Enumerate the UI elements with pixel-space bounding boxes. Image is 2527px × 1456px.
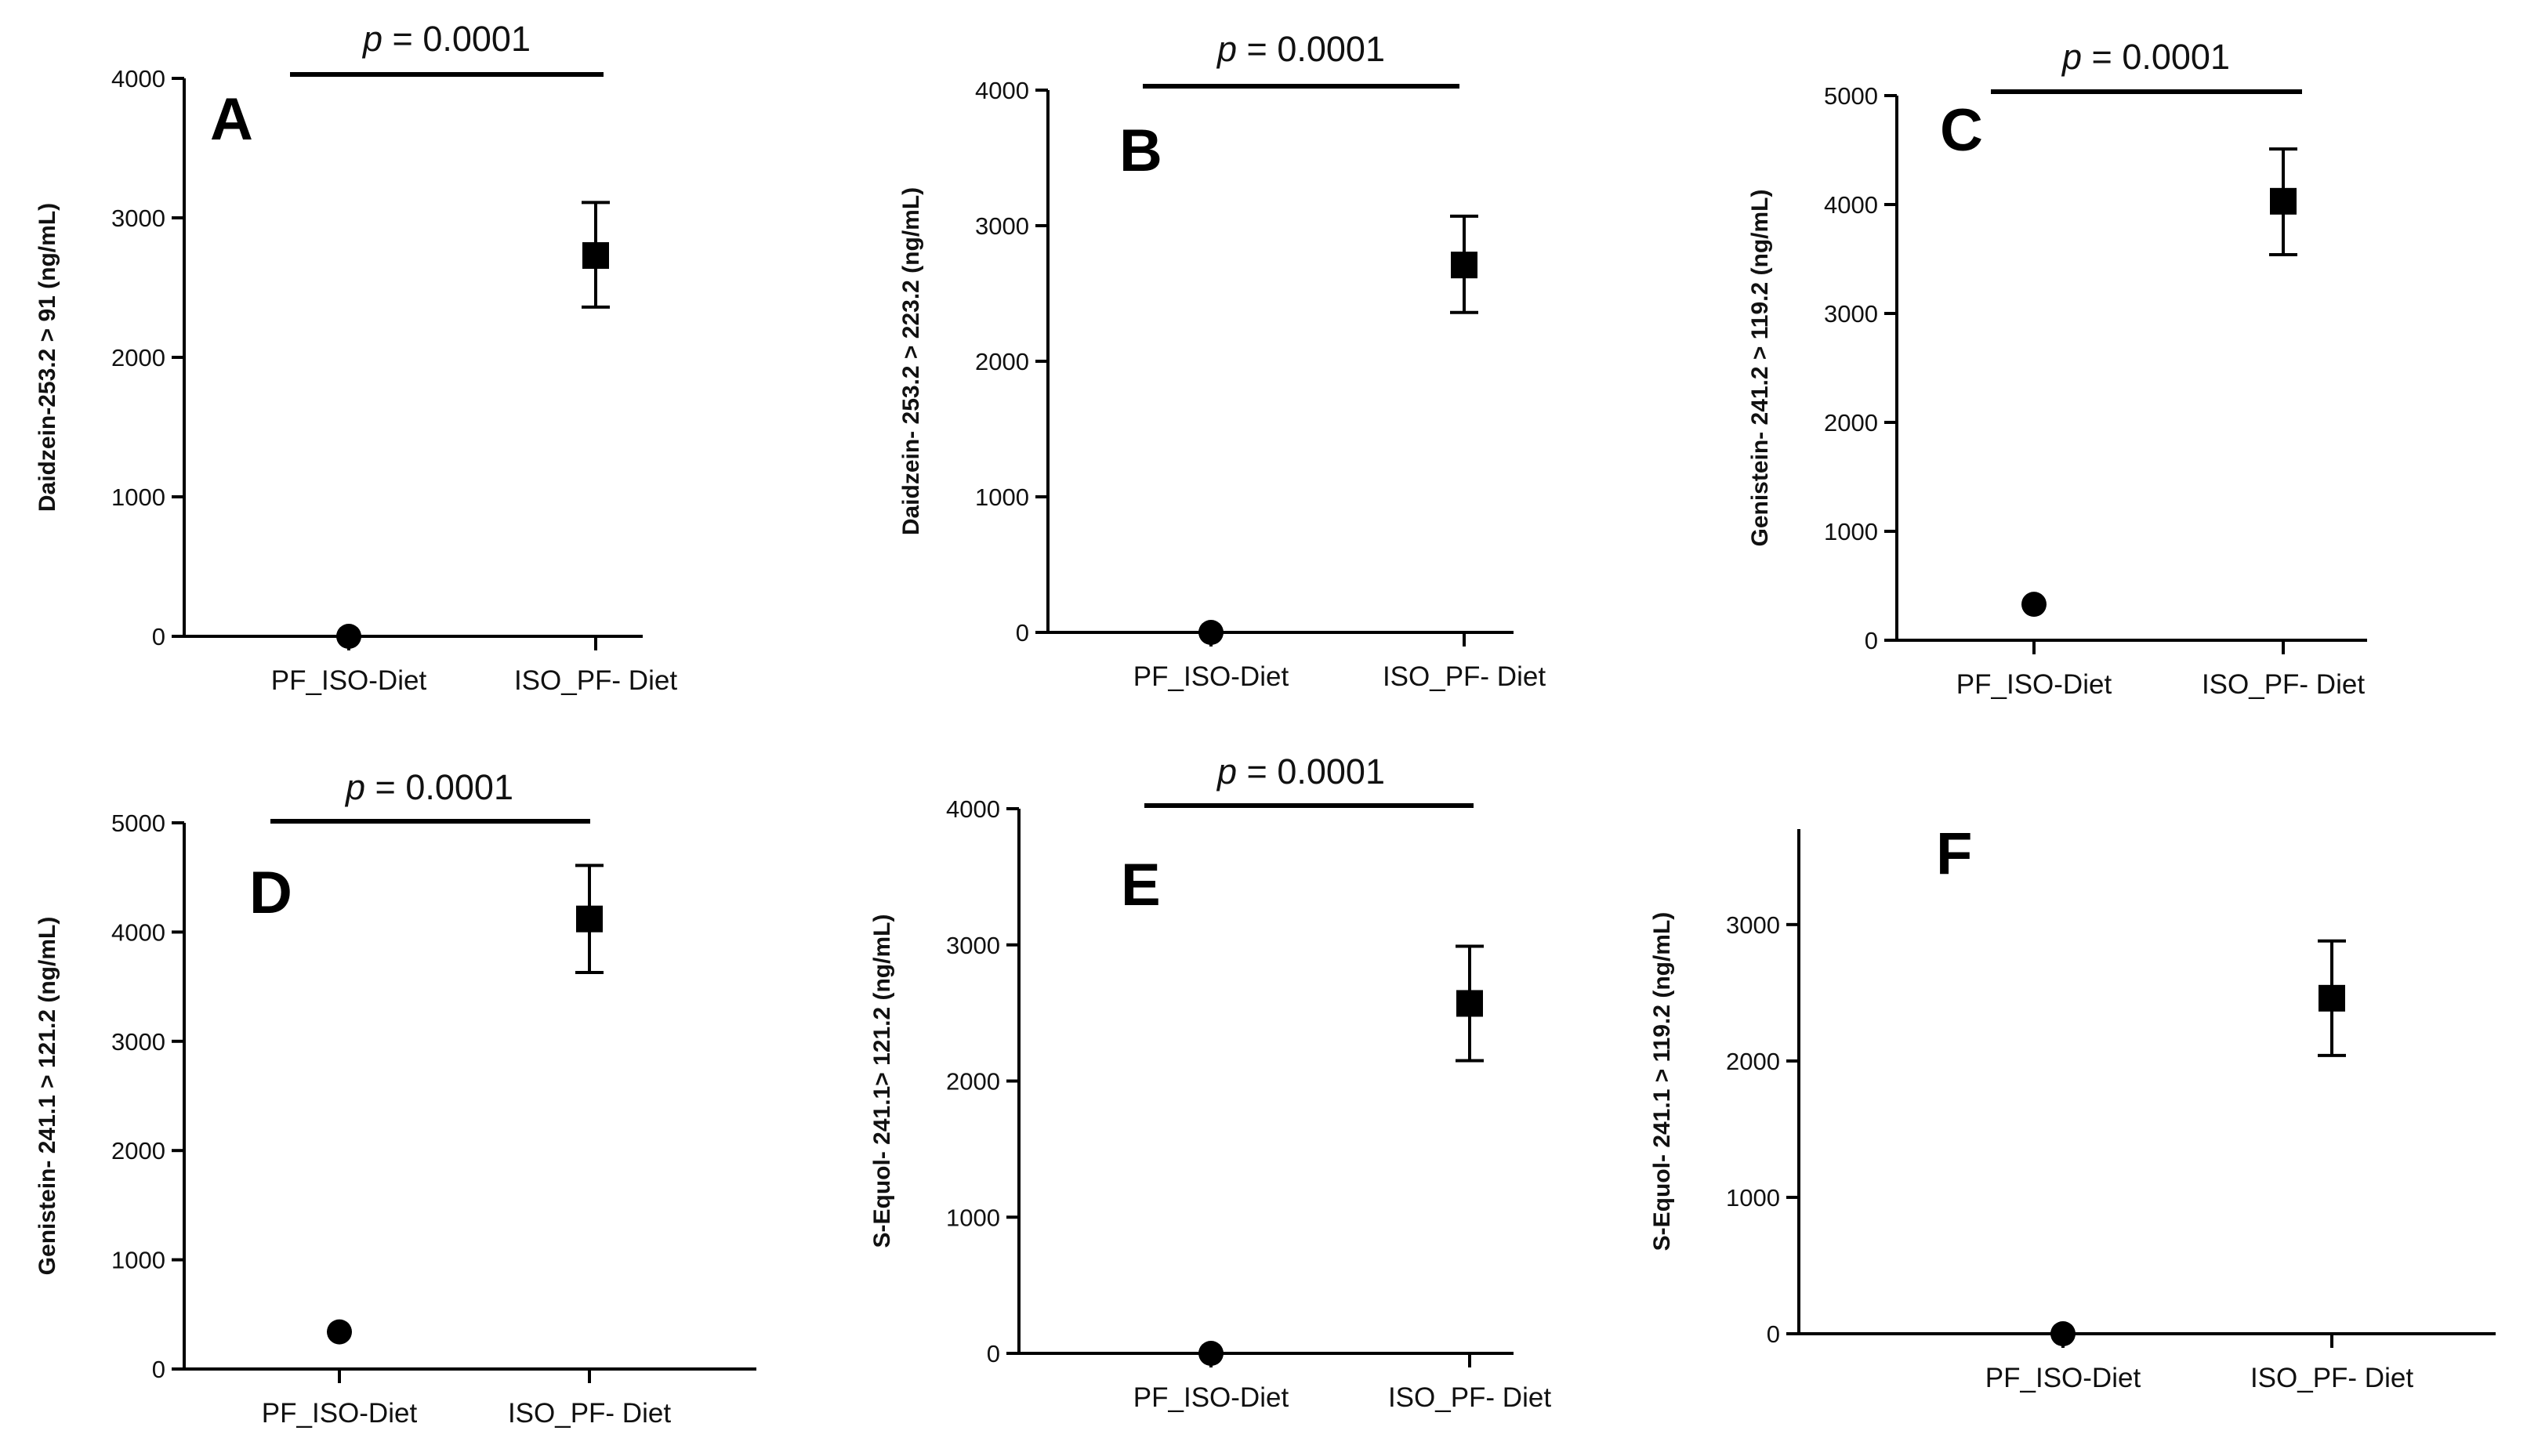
x-category-label: PF_ISO-Diet	[1133, 1382, 1289, 1413]
y-axis-title: Daidzein- 253.2 > 223.2 (ng/mL)	[898, 187, 924, 535]
x-category-label: ISO_PF- Diet	[1383, 661, 1546, 692]
x-category-label: ISO_PF- Diet	[2250, 1363, 2413, 1393]
panel-letter: E	[1121, 852, 1161, 918]
data-point-iso-pf-diet	[1456, 990, 1483, 1017]
y-tick-label: 0	[987, 1340, 1000, 1367]
y-tick-label: 3000	[1824, 300, 1878, 328]
y-tick-label: 4000	[975, 77, 1029, 104]
y-tick-label: 1000	[111, 484, 165, 511]
p-value-label: p = 0.0001	[1216, 752, 1385, 791]
p-symbol: p	[2061, 37, 2082, 77]
x-category-label: PF_ISO-Diet	[1133, 661, 1289, 692]
y-tick-label: 4000	[1824, 191, 1878, 219]
data-point-pf-iso-diet	[1198, 1341, 1224, 1366]
x-category-label: PF_ISO-Diet	[262, 1398, 418, 1429]
y-tick-label: 1000	[111, 1247, 165, 1274]
panel-letter: A	[210, 86, 253, 153]
y-tick-label: 5000	[1824, 82, 1878, 110]
y-tick-label: 2000	[111, 1137, 165, 1164]
y-tick-label: 5000	[111, 809, 165, 837]
panel-b: 0 1000 2000 3000 4000 PF_ISO-Diet ISO_PF- Diet…	[898, 29, 1546, 692]
y-tick-label: 3000	[946, 932, 1000, 959]
y-tick-label: 1000	[1726, 1184, 1780, 1212]
panel-f: 0 1000 2000 3000 PF_ISO-Diet ISO_PF- Diet S-Eq…	[1649, 820, 2496, 1393]
x-category-label: PF_ISO-Diet	[1956, 669, 2112, 700]
y-axis-title: S-Equol- 241.1> 121.2 (ng/mL)	[869, 915, 895, 1248]
y-axis-title: S-Equol- 241.1 > 119.2 (ng/mL)	[1649, 912, 1675, 1251]
x-category-label: ISO_PF- Diet	[1388, 1382, 1551, 1413]
p-symbol: p	[1216, 752, 1237, 791]
y-tick-label: 4000	[111, 65, 165, 92]
y-tick-label: 3000	[111, 205, 165, 232]
y-tick-label: 4000	[946, 795, 1000, 823]
x-category-label: ISO_PF- Diet	[2202, 669, 2365, 700]
y-tick-label: 0	[152, 1356, 165, 1383]
p-value-label: p = 0.0001	[2061, 37, 2230, 77]
panel-d: 0 1000 2000 3000 4000 5000 PF_ISO-Diet ISO_PF- …	[34, 767, 756, 1429]
panel-letter: C	[1940, 97, 1983, 164]
data-point-iso-pf-diet	[582, 242, 609, 270]
y-axis-title: Daidzein-253.2 > 91 (ng/mL)	[34, 203, 60, 512]
panel-letter: D	[249, 860, 292, 926]
y-tick-label: 4000	[111, 918, 165, 946]
p-value-label: p = 0.0001	[361, 19, 531, 59]
data-point-pf-iso-diet	[2050, 1321, 2076, 1346]
panel-c: 0 1000 2000 3000 4000 5000 PF_ISO-Diet ISO_PF- …	[1747, 37, 2367, 700]
panel-a: 0 1000 2000 3000 4000 PF_ISO-Diet ISO_PF- Diet…	[34, 19, 677, 696]
y-tick-label: 2000	[975, 348, 1029, 375]
p-value-rest: = 0.0001	[1237, 752, 1385, 791]
y-tick-label: 1000	[946, 1204, 1000, 1231]
y-tick-label: 0	[1865, 627, 1878, 654]
y-tick-label: 3000	[111, 1028, 165, 1056]
x-category-label: ISO_PF- Diet	[508, 1398, 671, 1429]
panel-e: 0 1000 2000 3000 4000 PF_ISO-Diet ISO_PF- Diet…	[869, 752, 1551, 1413]
p-symbol: p	[1216, 29, 1237, 69]
data-point-iso-pf-diet	[576, 905, 603, 933]
p-value-label: p = 0.0001	[1216, 29, 1385, 69]
y-tick-label: 1000	[1824, 518, 1878, 545]
x-category-label: PF_ISO-Diet	[271, 665, 427, 696]
data-point-iso-pf-diet	[2319, 984, 2345, 1012]
data-point-pf-iso-diet	[336, 624, 361, 649]
y-axis-title: Genistein- 241.2 > 119.2 (ng/mL)	[1747, 189, 1773, 546]
y-tick-label: 2000	[1824, 409, 1878, 436]
y-tick-label: 3000	[975, 212, 1029, 240]
data-point-pf-iso-diet	[327, 1319, 352, 1345]
p-value-rest: = 0.0001	[365, 767, 513, 807]
panel-letter: F	[1936, 820, 1972, 887]
p-value-rest: = 0.0001	[2082, 37, 2230, 77]
y-tick-label: 0	[1767, 1320, 1780, 1348]
y-tick-label: 1000	[975, 484, 1029, 511]
y-tick-label: 0	[1016, 619, 1029, 647]
y-tick-label: 3000	[1726, 911, 1780, 939]
data-point-pf-iso-diet	[2021, 592, 2047, 618]
y-tick-label: 2000	[946, 1068, 1000, 1096]
data-point-iso-pf-diet	[2270, 187, 2297, 215]
data-point-iso-pf-diet	[1451, 252, 1477, 279]
y-tick-label: 2000	[1726, 1048, 1780, 1075]
x-category-label: PF_ISO-Diet	[1985, 1363, 2141, 1393]
p-symbol: p	[361, 19, 382, 59]
p-symbol: p	[344, 767, 365, 807]
p-value-rest: = 0.0001	[1237, 29, 1385, 69]
y-axis-title: Genistein- 241.1 > 121.2 (ng/mL)	[34, 917, 60, 1276]
panel-letter: B	[1119, 118, 1162, 184]
data-point-pf-iso-diet	[1198, 620, 1224, 645]
p-value-label: p = 0.0001	[344, 767, 513, 807]
p-value-rest: = 0.0001	[382, 19, 531, 59]
y-tick-label: 0	[152, 623, 165, 650]
x-category-label: ISO_PF- Diet	[514, 665, 677, 696]
y-tick-label: 2000	[111, 344, 165, 371]
